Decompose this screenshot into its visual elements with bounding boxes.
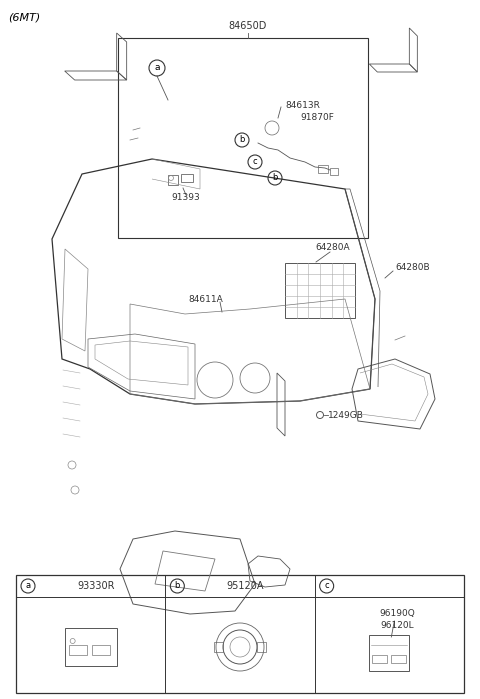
Text: a: a — [25, 582, 31, 591]
Bar — [65, 628, 117, 666]
Text: 64280A: 64280A — [315, 243, 349, 252]
Text: c: c — [252, 157, 257, 166]
Text: 84613R: 84613R — [285, 101, 320, 110]
Text: b: b — [240, 136, 245, 145]
Text: c: c — [324, 582, 329, 591]
Text: (6MT): (6MT) — [8, 12, 40, 22]
Bar — [181, 174, 193, 182]
Bar — [214, 642, 223, 652]
Text: 93330R: 93330R — [77, 581, 114, 591]
Text: 84650D: 84650D — [229, 21, 267, 31]
Text: b: b — [272, 173, 278, 182]
Bar — [391, 655, 407, 663]
Bar — [16, 575, 464, 693]
Text: 84611A: 84611A — [188, 296, 223, 305]
Bar — [318, 165, 328, 173]
Text: 91393: 91393 — [172, 194, 200, 203]
Bar — [69, 645, 87, 655]
Bar — [118, 38, 368, 238]
Text: 95120A: 95120A — [226, 581, 264, 591]
Bar — [285, 263, 355, 318]
Text: b: b — [175, 582, 180, 591]
Text: 1249GB: 1249GB — [328, 410, 364, 419]
Text: a: a — [154, 64, 160, 73]
Bar — [372, 655, 387, 663]
Bar — [92, 645, 109, 655]
Text: 91870F: 91870F — [300, 113, 334, 122]
Bar — [168, 175, 178, 185]
Bar — [369, 635, 409, 671]
Text: 64280B: 64280B — [395, 264, 430, 273]
Text: 96190Q
96120L: 96190Q 96120L — [380, 609, 415, 630]
Bar — [330, 168, 338, 175]
Bar — [257, 642, 266, 652]
